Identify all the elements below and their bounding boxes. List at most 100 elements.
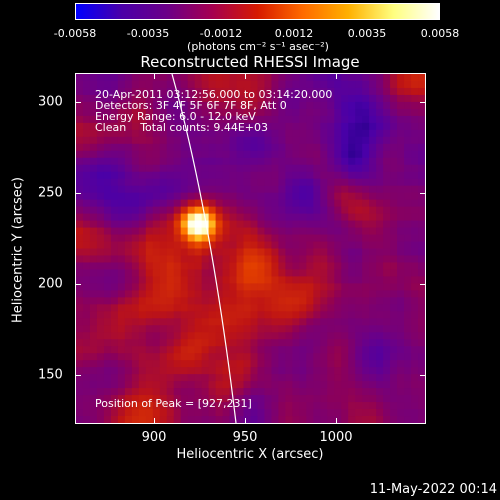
heatmap-cell: [103, 164, 112, 173]
heatmap-cell: [341, 381, 349, 389]
heatmap-cell: [341, 115, 349, 124]
heatmap-cell: [117, 80, 126, 89]
heatmap-cell: [96, 304, 105, 312]
heatmap-cell: [418, 381, 425, 389]
heatmap-cell: [292, 297, 300, 305]
heatmap-cell: [82, 108, 91, 117]
heatmap-cell: [194, 339, 203, 347]
heatmap-cell: [348, 255, 356, 264]
heatmap-cell: [411, 213, 419, 222]
heatmap-cell: [264, 74, 273, 82]
heatmap-cell: [187, 108, 196, 117]
heatmap-cell: [313, 325, 321, 333]
heatmap-cell: [362, 388, 370, 396]
heatmap-cell: [320, 395, 328, 403]
heatmap-cell: [285, 122, 293, 131]
heatmap-cell: [152, 192, 161, 201]
heatmap-cell: [222, 94, 231, 103]
heatmap-cell: [257, 227, 266, 236]
heatmap-cell: [96, 143, 105, 152]
heatmap-cell: [159, 346, 168, 354]
heatmap-cell: [355, 185, 363, 194]
heatmap-cell: [369, 241, 377, 250]
heatmap-cell: [208, 318, 217, 326]
heatmap-cell: [327, 381, 335, 389]
heatmap-cell: [131, 185, 140, 194]
heatmap-cell: [411, 290, 419, 298]
heatmap-cell: [76, 192, 84, 201]
heatmap-cell: [208, 143, 217, 152]
heatmap-cell: [159, 192, 168, 201]
heatmap-cell: [89, 311, 98, 319]
heatmap-cell: [201, 304, 210, 312]
heatmap-cell: [243, 283, 252, 291]
heatmap-cell: [131, 227, 140, 236]
heatmap-cell: [292, 227, 300, 236]
heatmap-cell: [89, 255, 98, 264]
heatmap-cell: [383, 136, 391, 145]
heatmap-cell: [418, 220, 425, 229]
heatmap-cell: [376, 178, 384, 187]
heatmap-cell: [76, 374, 84, 382]
heatmap-cell: [250, 192, 259, 201]
heatmap-cell: [278, 206, 286, 215]
heatmap-cell: [418, 171, 425, 180]
heatmap-cell: [418, 318, 425, 326]
heatmap-cell: [348, 346, 356, 354]
heatmap-cell: [222, 213, 231, 222]
heatmap-cell: [229, 164, 238, 173]
heatmap-cell: [348, 353, 356, 361]
heatmap-cell: [222, 409, 231, 417]
heatmap-cell: [390, 255, 398, 264]
heatmap-cell: [278, 311, 286, 319]
heatmap-cell: [76, 80, 84, 89]
heatmap-cell: [180, 332, 189, 340]
heatmap-cell: [236, 178, 245, 187]
heatmap-cell: [348, 220, 356, 229]
heatmap-cell: [124, 409, 133, 417]
heatmap-cell: [131, 129, 140, 138]
heatmap-cell: [208, 402, 217, 410]
heatmap-cell: [173, 332, 182, 340]
heatmap-cell: [89, 325, 98, 333]
heatmap-cell: [180, 80, 189, 89]
heatmap-cell: [362, 353, 370, 361]
heatmap-cell: [159, 122, 168, 131]
heatmap-cell: [138, 255, 147, 264]
heatmap-cell: [299, 129, 307, 138]
heatmap-cell: [404, 248, 412, 257]
heatmap-cell: [180, 276, 189, 284]
heatmap-cell: [299, 192, 307, 201]
heatmap-cell: [82, 402, 91, 410]
heatmap-cell: [320, 367, 328, 375]
x-tick-label: 1000: [319, 430, 353, 445]
heatmap-cell: [215, 402, 224, 410]
heatmap-cell: [222, 374, 231, 382]
heatmap-cell: [103, 122, 112, 131]
y-tick-mark: [75, 375, 81, 376]
heatmap-cell: [131, 346, 140, 354]
heatmap-cell: [89, 150, 98, 159]
heatmap-cell: [285, 381, 293, 389]
heatmap-cell: [131, 136, 140, 145]
heatmap-cell: [159, 199, 168, 208]
heatmap-cell: [320, 87, 328, 96]
heatmap-cell: [292, 276, 300, 284]
heatmap-cell: [299, 206, 307, 215]
heatmap-cell: [285, 87, 293, 96]
heatmap-cell: [173, 150, 182, 159]
heatmap-cell: [236, 80, 245, 89]
heatmap-cell: [257, 409, 266, 417]
heatmap-cell: [180, 74, 189, 82]
heatmap-cell: [236, 129, 245, 138]
heatmap-cell: [166, 206, 175, 215]
heatmap-cell: [82, 94, 91, 103]
heatmap-cell: [418, 248, 425, 257]
heatmap-cell: [250, 136, 259, 145]
heatmap-cell: [334, 74, 342, 82]
heatmap-cell: [243, 94, 252, 103]
heatmap-cell: [110, 255, 119, 264]
heatmap-cell: [215, 157, 224, 166]
heatmap-cell: [257, 318, 266, 326]
heatmap-cell: [180, 185, 189, 194]
